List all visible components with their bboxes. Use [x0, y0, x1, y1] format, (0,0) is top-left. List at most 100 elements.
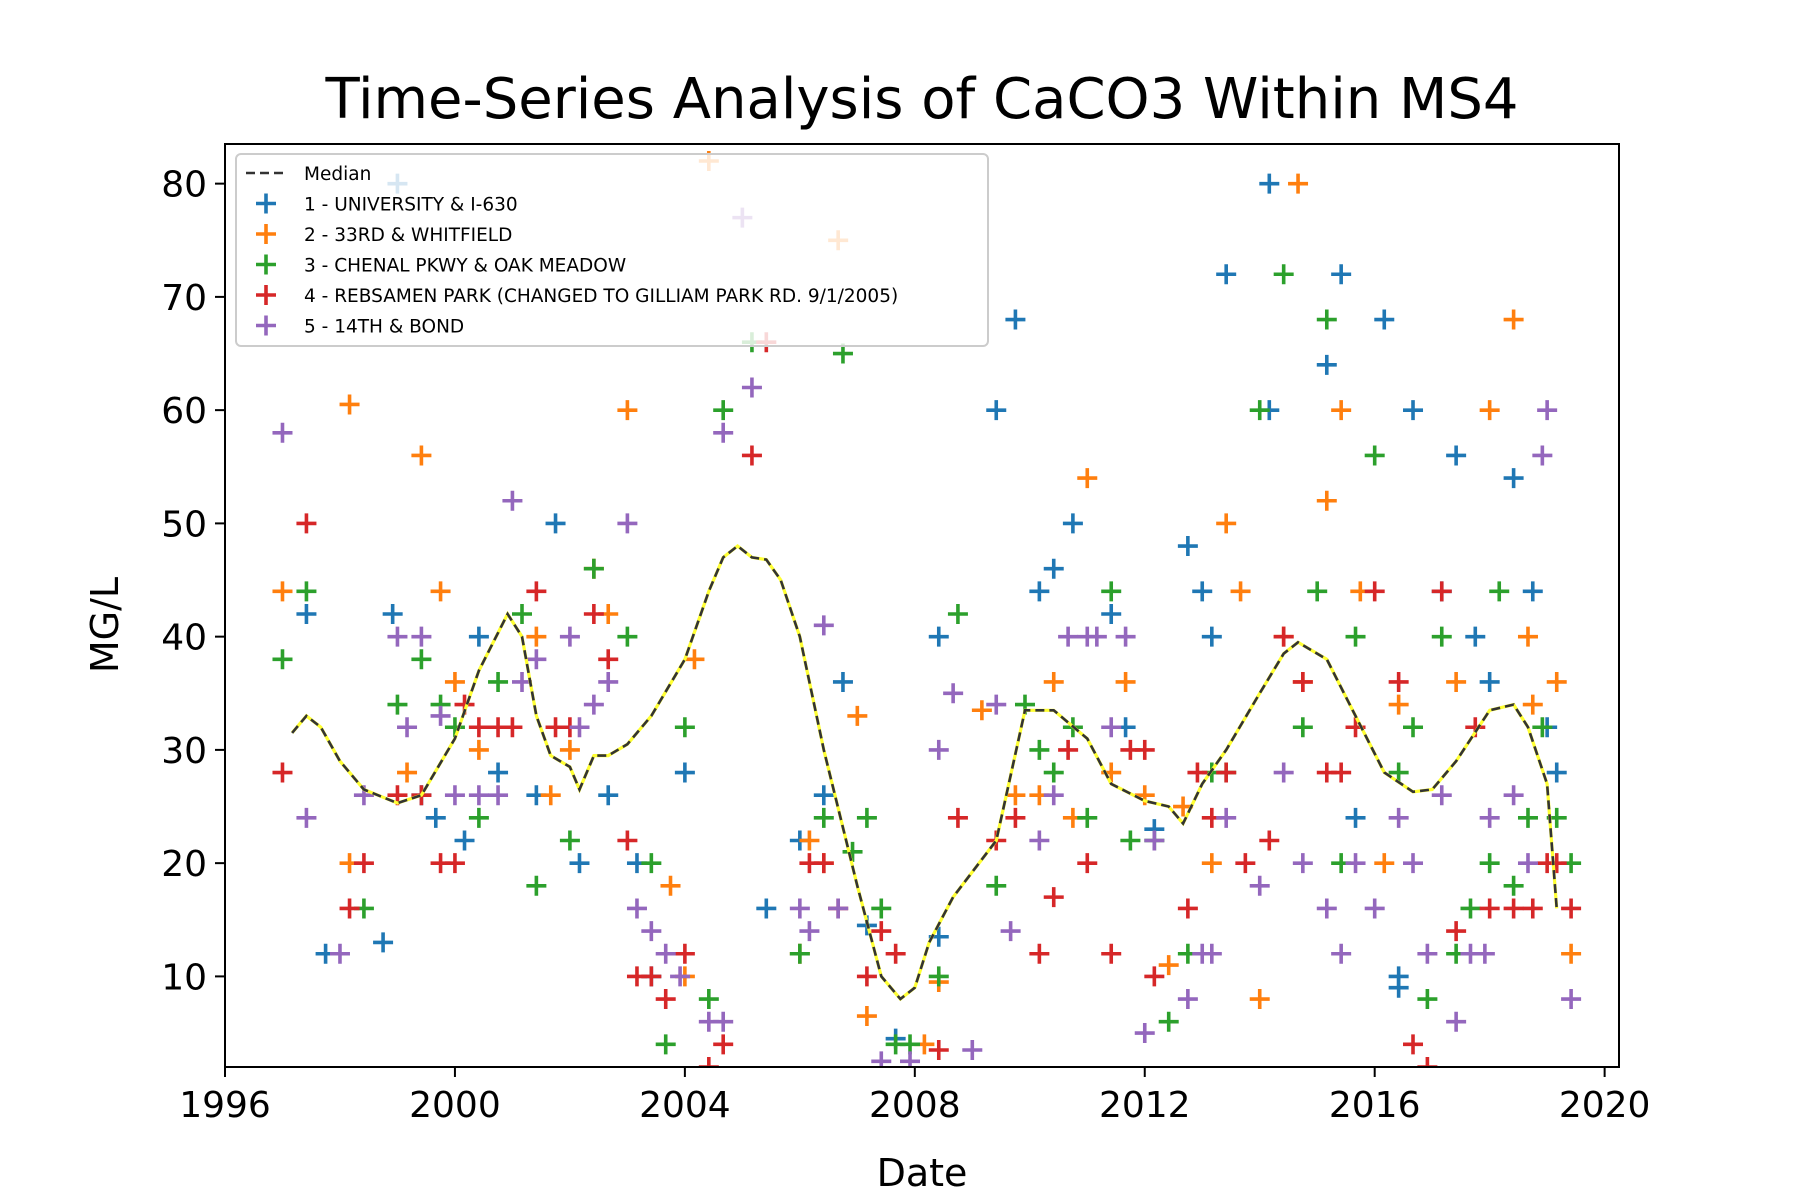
data-point — [1460, 898, 1481, 919]
data-point — [1417, 943, 1438, 964]
data-point — [526, 649, 547, 670]
data-point — [1561, 989, 1582, 1010]
data-point — [1364, 898, 1385, 919]
legend-swatch — [256, 193, 276, 214]
data-point — [1292, 671, 1313, 692]
data-point — [943, 683, 964, 704]
data-point — [1431, 581, 1452, 602]
data-point — [1292, 717, 1313, 738]
data-point — [468, 626, 489, 647]
data-point — [272, 581, 293, 602]
data-point — [1005, 785, 1026, 806]
data-point — [1216, 807, 1237, 828]
data-point — [444, 853, 465, 874]
data-point — [1201, 943, 1222, 964]
data-point — [1388, 671, 1409, 692]
data-point — [583, 558, 604, 579]
data-point — [1259, 173, 1280, 194]
data-point — [1216, 513, 1237, 534]
data-point — [655, 989, 676, 1010]
y-tick-label: 80 — [161, 165, 207, 206]
data-point — [713, 400, 734, 421]
data-point — [444, 785, 465, 806]
legend-label: 1 - UNIVERSITY & I-630 — [304, 195, 518, 216]
y-tick-label: 20 — [161, 844, 207, 885]
series-5 — [272, 207, 1582, 1067]
data-point — [1446, 671, 1467, 692]
data-point — [1158, 955, 1179, 976]
data-point — [1417, 1057, 1438, 1067]
data-point — [1249, 875, 1270, 896]
data-point — [1077, 807, 1098, 828]
data-point — [1144, 966, 1165, 987]
data-point — [1561, 898, 1582, 919]
x-tick-label: 2008 — [869, 1085, 961, 1126]
data-point — [986, 400, 1007, 421]
data-point — [947, 603, 968, 624]
data-point — [813, 615, 834, 636]
x-tick-label: 2016 — [1329, 1085, 1421, 1126]
data-point — [1134, 1023, 1155, 1044]
data-point — [1273, 264, 1294, 285]
data-point — [713, 1034, 734, 1055]
data-point — [928, 1040, 949, 1061]
legend-swatch — [256, 315, 276, 336]
data-point — [1479, 400, 1500, 421]
data-point — [1465, 626, 1486, 647]
data-point — [339, 394, 360, 415]
data-point — [1201, 626, 1222, 647]
data-point — [698, 989, 719, 1010]
data-point — [799, 921, 820, 942]
legend-swatch — [256, 285, 276, 305]
legend: Median 1 - UNIVERSITY & I-630 2 - 33RD & W… — [235, 153, 989, 347]
data-point — [1029, 830, 1050, 851]
data-point — [1005, 807, 1026, 828]
data-point — [1503, 309, 1524, 330]
data-point — [856, 966, 877, 987]
data-point — [1561, 943, 1582, 964]
data-point — [900, 1034, 921, 1055]
data-point — [1043, 785, 1064, 806]
data-point — [1331, 762, 1352, 783]
data-point — [928, 966, 949, 987]
data-point — [1431, 785, 1452, 806]
data-point — [1062, 513, 1083, 534]
legend-swatch — [256, 254, 276, 275]
data-point — [813, 853, 834, 874]
data-point — [411, 445, 432, 466]
data-point — [986, 875, 1007, 896]
legend-label: 4 - REBSAMEN PARK (CHANGED TO GILLIAM PA… — [304, 286, 898, 307]
data-point — [468, 785, 489, 806]
data-point — [617, 513, 638, 534]
data-point — [842, 841, 863, 862]
data-point — [296, 603, 317, 624]
data-point — [559, 830, 580, 851]
data-point — [1546, 853, 1567, 874]
data-point — [674, 943, 695, 964]
data-point — [1249, 989, 1270, 1010]
data-point — [430, 705, 451, 726]
data-point — [698, 1057, 719, 1067]
data-point — [1144, 830, 1165, 851]
data-point — [1546, 762, 1567, 783]
median-line-highlight — [290, 543, 1559, 1002]
data-point — [1345, 807, 1366, 828]
data-point — [569, 853, 590, 874]
data-point — [411, 649, 432, 670]
data-point — [617, 830, 638, 851]
legend-label: 3 - CHENAL PKWY & OAK MEADOW — [304, 256, 626, 277]
data-point — [382, 603, 403, 624]
data-point — [617, 400, 638, 421]
legend-entry: 4 - REBSAMEN PARK (CHANGED TO GILLIAM PA… — [256, 285, 898, 307]
data-point — [1101, 717, 1122, 738]
data-point — [1546, 671, 1567, 692]
legend-label: 2 - 33RD & WHITFIELD — [304, 225, 512, 246]
data-point — [353, 853, 374, 874]
data-point — [1058, 739, 1079, 760]
data-point — [1316, 309, 1337, 330]
data-point — [847, 705, 868, 726]
data-point — [296, 513, 317, 534]
data-point — [626, 898, 647, 919]
data-point — [1388, 966, 1409, 987]
data-point — [1446, 1011, 1467, 1032]
